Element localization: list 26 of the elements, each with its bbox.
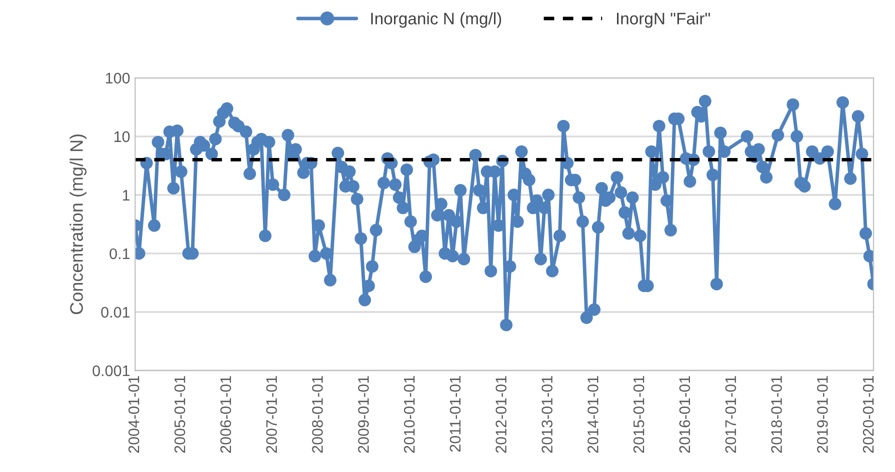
y-tick-label: 1 bbox=[122, 190, 130, 200]
y-tick-label: 0.001 bbox=[92, 365, 130, 376]
y-tick-label: 10 bbox=[114, 131, 130, 142]
x-tick-label: 2007-01-01 bbox=[266, 376, 277, 453]
x-tick-label: 2008-01-01 bbox=[312, 376, 323, 453]
x-tick-label: 2006-01-01 bbox=[220, 376, 232, 453]
x-tick-label: 2019-01-01 bbox=[817, 376, 828, 453]
x-tick-label: 2010-01-01 bbox=[404, 376, 415, 453]
y-tick-label: 0.01 bbox=[101, 306, 130, 318]
legend-label: InorgN "Fair" bbox=[617, 12, 710, 28]
x-tick-label: 2012-01-01 bbox=[496, 376, 506, 453]
x-tick-label: 2004-01-01 bbox=[128, 376, 140, 453]
y-axis-title: Concentration (mg/l N) bbox=[70, 134, 86, 314]
legend-label: Inorganic N (mg/l) bbox=[371, 12, 502, 28]
x-tick-label: 2005-01-01 bbox=[174, 376, 186, 453]
x-tick-label: 2018-01-01 bbox=[771, 376, 782, 453]
y-tick-label: 100 bbox=[106, 72, 130, 84]
y-tick-label: 0.1 bbox=[110, 248, 130, 260]
x-tick-label: 2015-01-01 bbox=[633, 376, 644, 453]
x-tick-label: 2017-01-01 bbox=[725, 376, 736, 453]
x-tick-label: 2020-01-01 bbox=[862, 376, 874, 453]
x-tick-label: 2009-01-01 bbox=[358, 376, 369, 453]
x-tick-label: 2014-01-01 bbox=[588, 376, 598, 453]
x-tick-label: 2011-01-01 bbox=[450, 376, 461, 452]
x-tick-label: 2013-01-01 bbox=[542, 376, 552, 453]
x-tick-label: 2016-01-01 bbox=[679, 376, 690, 453]
